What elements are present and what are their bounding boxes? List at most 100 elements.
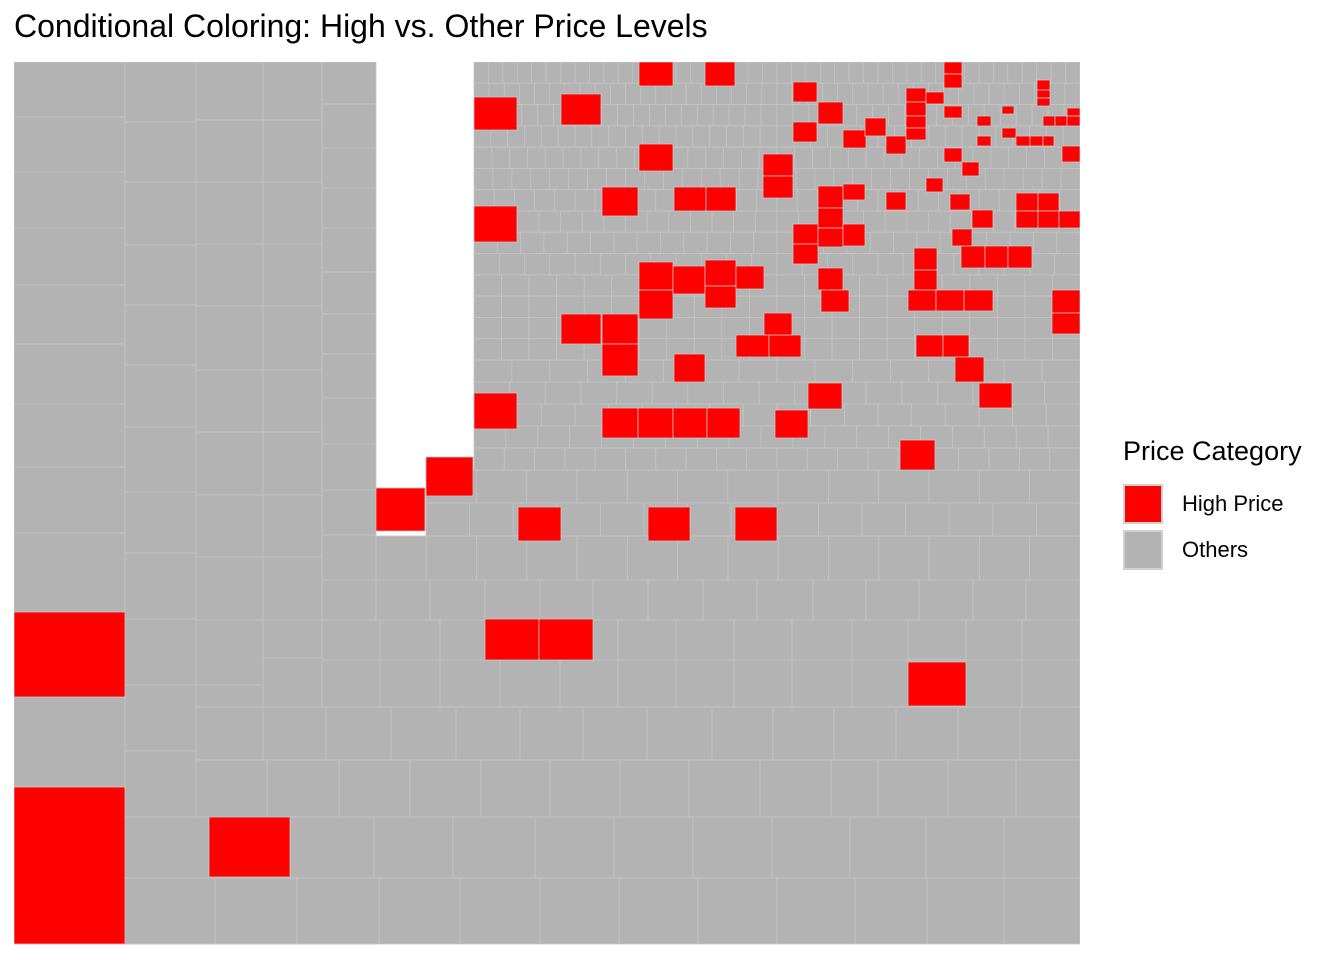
tile-other [439,659,501,708]
tile-other [692,125,711,148]
tile-other [831,317,861,340]
tile-other [195,369,264,433]
tile-other [543,231,568,254]
tile-other [687,502,732,537]
chart-title: Conditional Coloring: High vs. Other Pri… [14,8,708,44]
tile-other [944,125,963,148]
tile-other [598,146,617,169]
tile-other [124,426,197,493]
tile-other [516,62,533,84]
tile-high-price [1015,210,1039,229]
tile-other [688,759,761,818]
tile-other [1043,381,1080,405]
tile-high-price [1042,115,1056,127]
tile-other [549,759,621,818]
tile-other [1021,619,1080,661]
tile-other [711,210,735,233]
tile-other [677,469,729,504]
tile-other [528,338,558,361]
tile-other [727,469,779,504]
tile-other [195,305,264,371]
tile-other [195,706,264,761]
tile-other [1045,403,1080,427]
tile-other [964,62,980,84]
tile-high-price [735,265,765,290]
tile-other [262,556,323,621]
tile-other [534,816,615,879]
tile-high-price [915,334,944,358]
tile-other [1041,359,1080,383]
tile-other [195,684,264,708]
tile-other [625,447,657,471]
tile-high-price [647,506,691,542]
tile-other [884,210,908,233]
tile-other [638,338,668,361]
tile-other [655,82,672,105]
tile-other [702,579,758,621]
tile-other [476,535,528,581]
tile-other [1012,403,1047,427]
tile-other [321,271,377,315]
tile-high-price [601,407,639,439]
tile-high-price [673,186,707,212]
tile-high-price [763,312,793,336]
tile-high-price [907,289,937,312]
tile-high-price [817,227,844,248]
tile-other [574,189,596,212]
tile-other [742,125,761,148]
tile-other [771,816,851,879]
tile-other [693,317,723,340]
tile-other [592,579,649,621]
tile-other [983,425,1017,449]
tile-other [719,168,740,191]
tile-high-price [792,81,818,103]
tile-high-price [375,487,426,532]
tile-other [501,295,530,318]
tile-other [527,146,546,169]
tile-other [498,253,525,276]
tile-other [603,62,619,84]
tile-other [537,425,571,449]
tile-other [195,243,264,307]
tile-other [1003,359,1043,383]
tile-other [516,210,540,233]
tile-high-price [1051,312,1080,335]
tile-other [556,274,585,297]
tile-other [473,274,502,297]
tile-other [716,447,748,471]
tile-other [831,338,861,361]
tile-other [524,125,542,148]
tile-other [952,425,985,449]
tile-other [759,759,832,818]
tile-other [723,146,742,169]
tile-other [534,447,566,471]
tile-other [685,82,702,105]
tile-other [805,62,821,84]
tile-high-price [638,62,674,87]
tile-other [833,706,897,761]
tile-high-price [925,177,944,193]
tile-other [521,104,539,127]
tile-high-price [976,135,992,147]
tile-high-price [1007,245,1033,269]
tile-other [996,317,1026,340]
tile-other [867,447,899,471]
tile-other [700,359,740,383]
tile-other [1019,82,1035,105]
tile-other [776,82,793,105]
tile-other [919,146,938,169]
tile-other [195,119,264,183]
tile-other [321,62,377,105]
tile-high-price [842,129,867,149]
tile-other [906,210,929,233]
tile-other [606,168,626,191]
tile-other [1049,82,1066,105]
tile-other [124,684,197,752]
tile-other [613,816,694,879]
tile-other [1049,447,1080,471]
tile-other [539,579,594,621]
tile-other [289,816,375,879]
tile-other [473,338,502,361]
tile-other [549,168,570,191]
tile-other [633,104,650,127]
